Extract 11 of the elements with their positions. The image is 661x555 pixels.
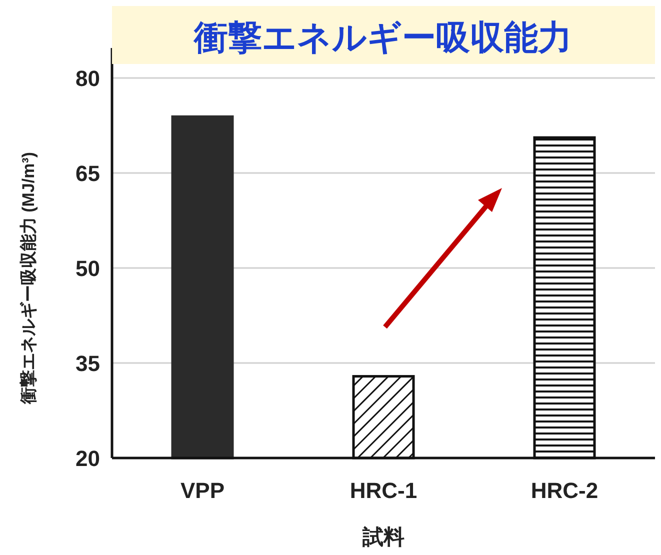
y-tick-label: 20 (76, 446, 100, 471)
y-axis-title: 衝撃エネルギー吸収能力 (MJ/m³) (19, 152, 38, 406)
y-tick-label: 80 (76, 66, 100, 91)
chart-title: 衝撃エネルギー吸収能力 (193, 19, 572, 57)
y-tick-label: 50 (76, 256, 100, 281)
x-axis-title: 試料 (362, 526, 404, 549)
y-tick-label: 65 (76, 161, 100, 186)
x-tick-label: HRC-1 (350, 478, 418, 503)
x-tick-label: HRC-2 (530, 478, 598, 503)
x-tick-label: VPP (180, 478, 225, 503)
y-tick-label: 35 (76, 351, 100, 376)
